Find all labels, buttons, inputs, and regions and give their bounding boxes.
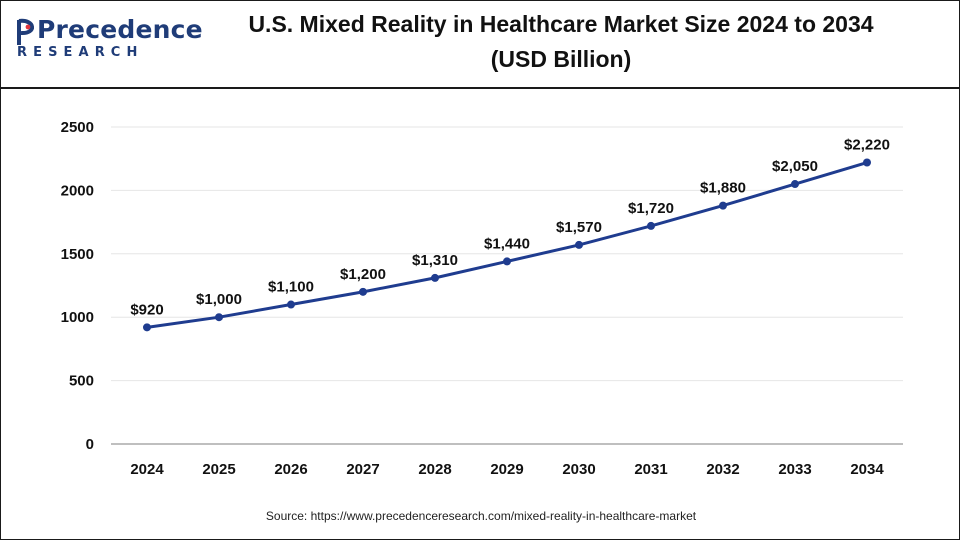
data-point xyxy=(647,221,655,230)
data-label: $1,200 xyxy=(340,266,386,283)
x-tick-label: 2028 xyxy=(418,461,451,478)
data-point xyxy=(863,158,871,167)
logo-mark-icon xyxy=(17,18,34,45)
data-label: $1,720 xyxy=(628,200,674,217)
data-label: $1,570 xyxy=(556,219,602,236)
chart-title: U.S. Mixed Reality in Healthcare Market … xyxy=(191,7,931,77)
x-tick-label: 2026 xyxy=(274,461,307,478)
x-tick-label: 2027 xyxy=(346,461,379,478)
data-point xyxy=(215,313,223,322)
brand-tagline: RESEARCH xyxy=(17,45,144,60)
source-text: Source: https://www.precedenceresearch.c… xyxy=(265,509,697,523)
data-point xyxy=(431,273,439,282)
data-label: $2,220 xyxy=(844,137,890,154)
x-tick-label: 2033 xyxy=(778,461,811,478)
x-tick-label: 2029 xyxy=(490,461,523,478)
data-label: $1,880 xyxy=(700,180,746,197)
data-label: $1,000 xyxy=(196,291,242,308)
data-point xyxy=(359,287,367,296)
data-label: $1,440 xyxy=(484,235,530,252)
brand-logo: Precedence RESEARCH xyxy=(15,15,203,65)
data-point xyxy=(503,257,511,266)
y-tick-label: 500 xyxy=(69,373,94,390)
x-tick-label: 2031 xyxy=(634,461,667,478)
data-point xyxy=(791,180,799,189)
data-label: $1,100 xyxy=(268,279,314,296)
brand-name: Precedence xyxy=(37,15,203,44)
x-tick-label: 2030 xyxy=(562,461,595,478)
title-line-2: (USD Billion) xyxy=(490,46,632,72)
data-point xyxy=(287,300,295,309)
title-line-1: U.S. Mixed Reality in Healthcare Market … xyxy=(248,11,874,37)
y-tick-label: 1500 xyxy=(61,246,94,263)
data-label: $2,050 xyxy=(772,158,818,175)
data-point xyxy=(143,323,151,332)
y-tick-label: 2000 xyxy=(61,182,94,199)
data-label: $920 xyxy=(130,301,163,318)
y-tick-label: 1000 xyxy=(61,309,94,326)
data-point xyxy=(575,240,583,249)
x-tick-label: 2034 xyxy=(850,461,884,478)
line-chart: 0 500 1000 1500 2000 2500 2024 2025 2026 2027 2028… xyxy=(61,119,903,478)
x-tick-label: 2032 xyxy=(706,461,739,478)
y-tick-label: 2500 xyxy=(61,119,94,136)
data-label: $1,310 xyxy=(412,252,458,269)
x-tick-label: 2025 xyxy=(202,461,235,478)
data-point xyxy=(719,201,727,210)
y-tick-label: 0 xyxy=(86,436,94,453)
x-tick-label: 2024 xyxy=(130,461,164,478)
header: Precedence RESEARCH U.S. Mixed Reality i… xyxy=(1,1,959,89)
